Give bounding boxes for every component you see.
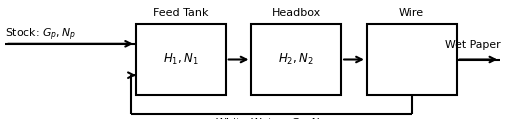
Text: $H_1, N_1$: $H_1, N_1$ — [163, 52, 199, 67]
Text: Wet Paper: Wet Paper — [445, 40, 500, 50]
Text: Headbox: Headbox — [271, 8, 321, 18]
Text: Feed Tank: Feed Tank — [153, 8, 209, 18]
Text: $H_2, N_2$: $H_2, N_2$ — [279, 52, 314, 67]
Bar — [251, 24, 341, 95]
Bar — [367, 24, 457, 95]
Text: Stock: $G_p, N_p$: Stock: $G_p, N_p$ — [5, 26, 76, 43]
Text: Wire: Wire — [399, 8, 424, 18]
Text: White Water: $G_w, N_w$: White Water: $G_w, N_w$ — [215, 117, 327, 119]
Bar — [136, 24, 226, 95]
